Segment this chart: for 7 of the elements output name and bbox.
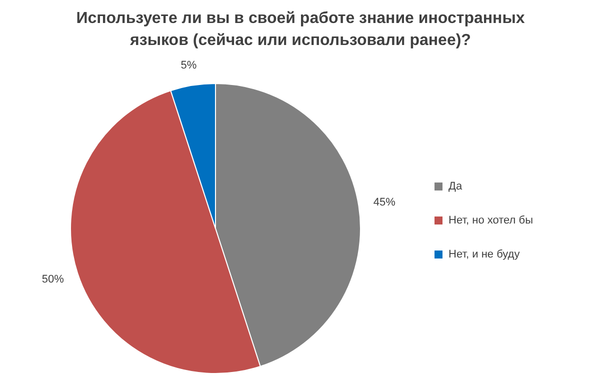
legend-label: Нет, и не буду	[448, 248, 520, 260]
legend-label: Да	[448, 180, 463, 192]
chart-title: Используете ли вы в своей работе знание иностранных языков (сейчас или использовали ранее)?	[76, 10, 525, 49]
data-label: 5%	[180, 60, 197, 72]
data-label: 50%	[42, 273, 64, 286]
legend-label: Нет, но хотел бы	[448, 214, 534, 226]
data-label: 45%	[373, 196, 396, 209]
